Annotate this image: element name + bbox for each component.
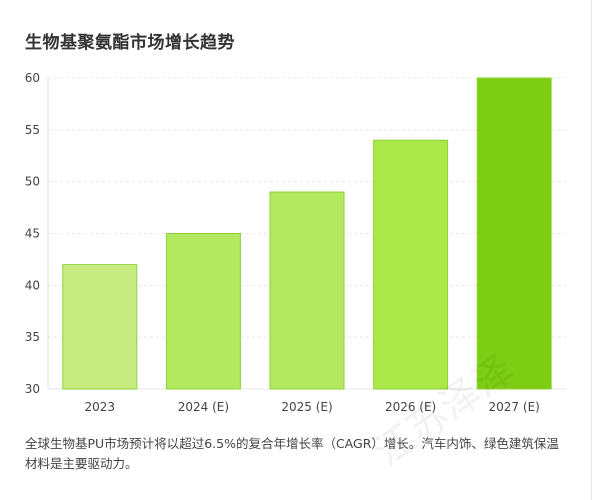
bar: [373, 139, 449, 390]
y-tick-label: 60: [25, 71, 40, 85]
bar: [476, 77, 552, 390]
y-tick-label: 50: [25, 175, 40, 189]
x-tick-label: 2025 (E): [281, 400, 332, 414]
chart-title: 生物基聚氨酯市场增长趋势: [25, 33, 235, 53]
x-tick-label: 2023: [85, 400, 116, 414]
y-tick-label: 35: [25, 330, 40, 344]
x-tick-label: 2026 (E): [385, 400, 436, 414]
x-tick-label: 2027 (E): [489, 400, 540, 414]
bar: [62, 264, 138, 390]
chart-caption: 全球生物基PU市场预计将以超过6.5%的复合年增长率（CAGR）增长。汽车内饰、…: [25, 436, 559, 471]
bar-chart: 30 35 40 45 50 55 60 2023 2024 (E) 2025 (E) 2026 (…: [25, 71, 566, 414]
x-tick-label: 2024 (E): [178, 400, 229, 414]
y-tick-label: 55: [25, 123, 40, 137]
bar: [165, 233, 241, 390]
y-tick-label: 45: [25, 227, 40, 241]
y-tick-label: 40: [25, 278, 40, 292]
bar: [269, 191, 345, 390]
y-tick-label: 30: [25, 382, 40, 396]
